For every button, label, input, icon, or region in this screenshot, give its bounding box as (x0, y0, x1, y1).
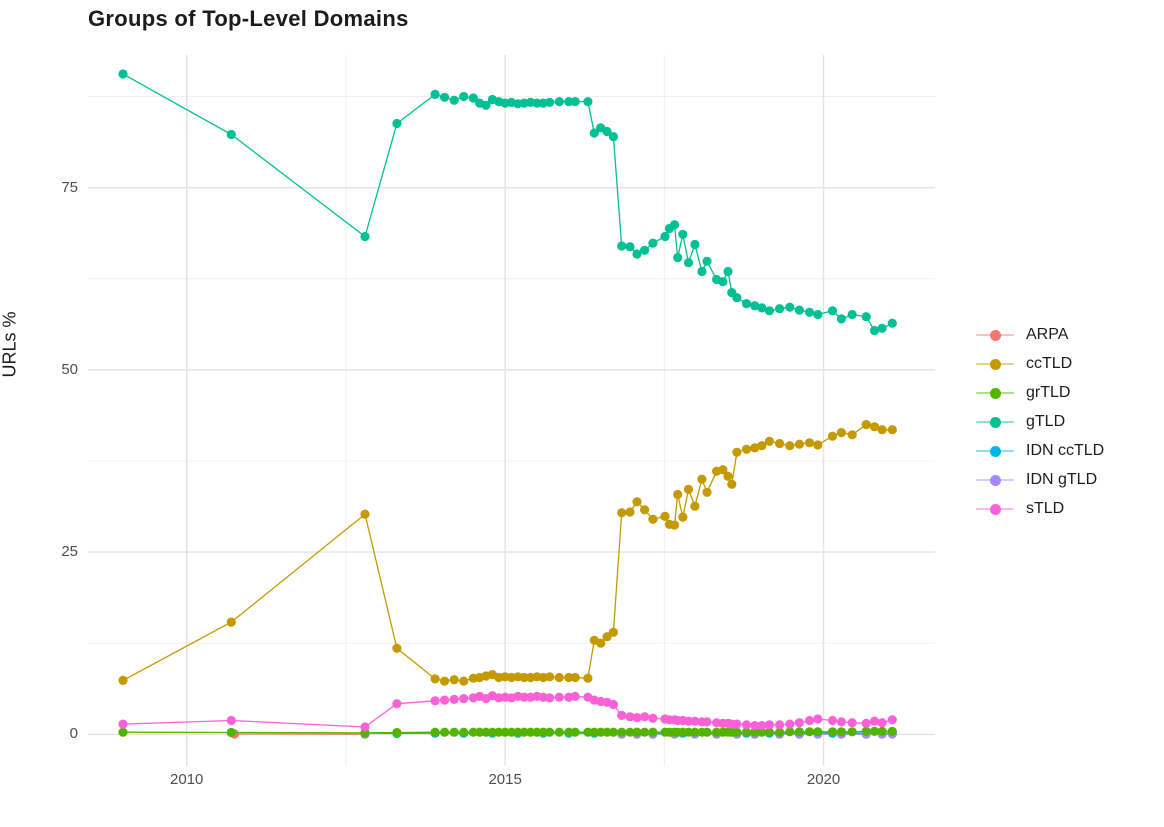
legend-label: grTLD (1026, 383, 1071, 401)
legend-item-idn-cctld: IDN ccTLD (976, 436, 1104, 465)
legend-label: IDN gTLD (1026, 470, 1098, 488)
legend-key-idn-cctld-icon (976, 444, 1014, 458)
legend-label: sTLD (1026, 499, 1065, 517)
x-tick-2020: 2020 (806, 771, 841, 788)
legend-key-grtld-icon (976, 386, 1014, 400)
legend-key-gtld-icon (976, 415, 1014, 429)
legend-item-grtld: grTLD (976, 378, 1104, 407)
legend-label: gTLD (1026, 412, 1066, 430)
x-tick-2010: 2010 (170, 771, 204, 788)
x-tick-2015: 2015 (488, 771, 522, 788)
legend-item-stld: sTLD (976, 494, 1104, 523)
chart-title: Groups of Top-Level Domains (88, 6, 409, 31)
y-tick-75: 75 (61, 178, 78, 196)
y-tick-0: 0 (69, 725, 78, 743)
legend-label: ccTLD (1026, 354, 1073, 372)
legend-key-stld-icon (976, 502, 1014, 516)
legend-key-arpa-icon (976, 328, 1014, 342)
legend-key-idn-gtld-icon (976, 473, 1014, 487)
y-tick-50: 50 (61, 360, 78, 378)
legend-item-arpa: ARPA (976, 320, 1104, 349)
legend-key-cctld-icon (976, 357, 1014, 371)
y-tick-25: 25 (61, 543, 78, 561)
legend-label: IDN ccTLD (1026, 441, 1105, 459)
legend-item-gtld: gTLD (976, 407, 1104, 436)
chart-legend: ARPA ccTLD grTLD gTLD IDN ccTLD IDN gTLD… (976, 320, 1104, 523)
legend-item-cctld: ccTLD (976, 349, 1104, 378)
legend-item-idn-gtld: IDN gTLD (976, 465, 1104, 494)
legend-label: ARPA (1026, 325, 1069, 343)
